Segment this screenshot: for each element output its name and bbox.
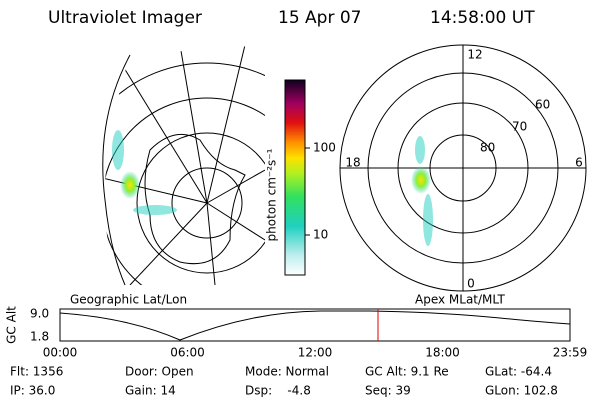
mlt-label: 0 xyxy=(467,277,475,291)
altitude-curve xyxy=(59,310,571,341)
mlt-label: 12 xyxy=(467,48,482,62)
colorbar-tick-label: 100 xyxy=(313,141,336,155)
status-field: Gain: 14 xyxy=(125,384,176,398)
status-field: Door: Open xyxy=(125,365,194,379)
colorbar xyxy=(284,79,306,276)
mlt-label: 6 xyxy=(575,156,583,170)
panel-label: Apex MLat/MLT xyxy=(415,293,505,307)
y-tick-label: 1.8 xyxy=(30,330,49,344)
map-limb xyxy=(102,54,131,286)
lat-label: 70 xyxy=(512,120,527,134)
axis-label: GC Alt xyxy=(5,306,19,344)
x-tick-label: 12:00 xyxy=(298,346,333,360)
mlt-label: 18 xyxy=(345,156,360,170)
date: 15 Apr 07 xyxy=(278,8,361,28)
altitude-box xyxy=(59,308,571,342)
status-field: GLon: 102.8 xyxy=(485,384,558,398)
colorbar-label: photon cm⁻²s⁻¹ xyxy=(265,148,279,241)
panel-label: Geographic Lat/Lon xyxy=(70,293,187,307)
status-field: GC Alt: 9.1 Re xyxy=(365,365,449,379)
x-tick-label: 18:00 xyxy=(425,346,460,360)
status-field: Flt: 1356 xyxy=(10,365,63,379)
y-tick-label: 9.0 xyxy=(30,307,49,321)
lat-label: 80 xyxy=(480,141,495,155)
colorbar-tick-label: 10 xyxy=(313,228,328,242)
geo-map xyxy=(104,45,265,285)
status-field: GLat: -64.4 xyxy=(485,365,552,379)
title: Ultraviolet Imager xyxy=(48,8,202,28)
status-field: Mode: Normal xyxy=(245,365,329,379)
lat-label: 60 xyxy=(535,98,550,112)
x-tick-label: 00:00 xyxy=(43,346,78,360)
time: 14:58:00 UT xyxy=(430,8,535,28)
polar-plot xyxy=(339,44,587,292)
x-tick-label: 06:00 xyxy=(170,346,205,360)
status-field: Seq: 39 xyxy=(365,384,411,398)
x-tick-label: 23:59 xyxy=(553,346,588,360)
status-field: Dsp: -4.8 xyxy=(245,384,311,398)
status-field: IP: 36.0 xyxy=(10,384,55,398)
